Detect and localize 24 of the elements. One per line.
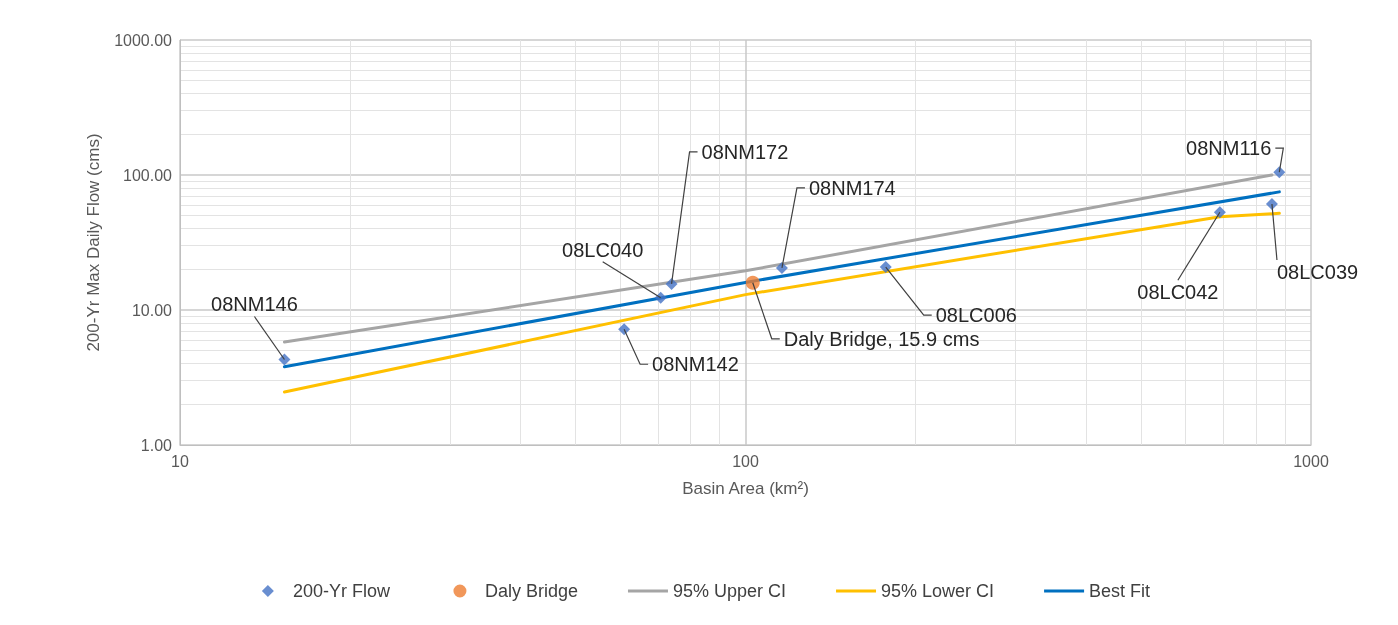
legend-label: 95% Upper CI — [672, 581, 787, 601]
annotation: 08LC039 — [1276, 260, 1359, 283]
legend-label: 95% Lower CI — [881, 581, 995, 601]
legend-label: 200-Yr Flow — [292, 581, 391, 601]
annotation: 08NM174 — [808, 176, 896, 199]
x-axis-title: Basin Area (km²) — [682, 479, 809, 498]
annotation: 08LC040 — [562, 238, 644, 261]
x-tick-label: 1000 — [1293, 452, 1329, 470]
x-tick-label: 10 — [171, 452, 189, 470]
annotation: 08LC006 — [935, 304, 1017, 327]
y-tick-label: 10.00 — [131, 301, 173, 319]
annotation: Daly Bridge, 15.9 cms — [783, 327, 980, 350]
y-axis-title: 200-Yr Max Daily Flow (cms) — [84, 133, 103, 352]
legend-label: Best Fit — [1089, 581, 1151, 601]
x-tick-label: 100 — [732, 452, 759, 470]
y-tick-label: 100.00 — [123, 166, 173, 184]
annotation: 08NM116 — [1186, 137, 1272, 160]
legend-label: Daly Bridge — [484, 581, 578, 601]
y-tick-label: 1.00 — [140, 436, 173, 454]
annotation: 08NM146 — [211, 293, 298, 316]
y-tick-label: 1000.00 — [114, 31, 173, 49]
annotation: 08NM142 — [652, 353, 739, 376]
annotation: 08LC042 — [1137, 281, 1219, 304]
annotation: 08NM172 — [701, 140, 789, 163]
